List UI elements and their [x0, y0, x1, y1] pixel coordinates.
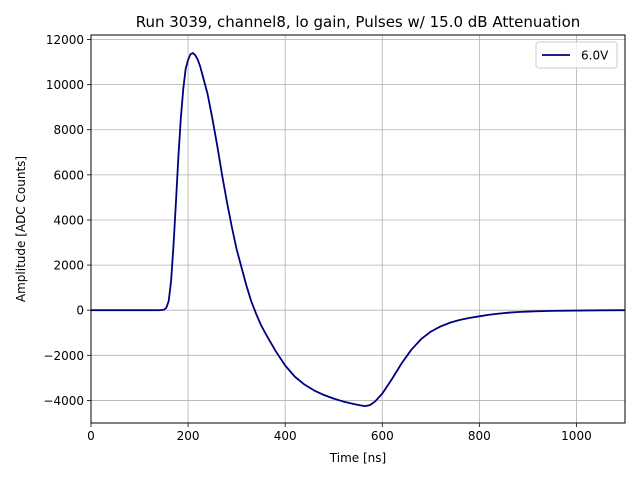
y-tick-label: 2000: [53, 259, 84, 273]
y-tick-label: 8000: [53, 123, 84, 137]
y-tick-label: 6000: [53, 168, 84, 182]
y-tick-label: −2000: [43, 349, 84, 363]
x-tick-label: 600: [371, 429, 394, 443]
x-tick-label: 1000: [561, 429, 592, 443]
y-tick-label: 10000: [46, 78, 84, 92]
x-tick-label: 200: [177, 429, 200, 443]
x-tick-label: 800: [468, 429, 491, 443]
y-tick-label: −4000: [43, 394, 84, 408]
plot-frame: [90, 34, 626, 424]
x-axis-label: Time [ns]: [329, 451, 386, 465]
y-axis-label: Amplitude [ADC Counts]: [14, 156, 28, 302]
x-axis-ticks: 0 200 400 600 800 1000: [87, 423, 592, 443]
legend-box: [535, 41, 618, 69]
y-tick-label: 12000: [46, 33, 84, 47]
x-tick-label: 400: [274, 429, 297, 443]
y-axis-ticks: −4000 −2000 0 2000 4000 6000 8000 10000 12000: [43, 33, 91, 408]
chart-title: Run 3039, channel8, lo gain, Pulses w/ 1…: [136, 13, 581, 31]
grid-lines: [90, 35, 625, 423]
legend-label-6v: 6.0V: [581, 49, 609, 63]
legend: 6.0V: [535, 41, 618, 69]
y-tick-label: 0: [76, 304, 84, 318]
series-layer: [91, 52, 626, 407]
y-tick-label: 4000: [53, 213, 84, 227]
x-tick-label: 0: [87, 429, 95, 443]
series-line-0: [91, 52, 626, 407]
